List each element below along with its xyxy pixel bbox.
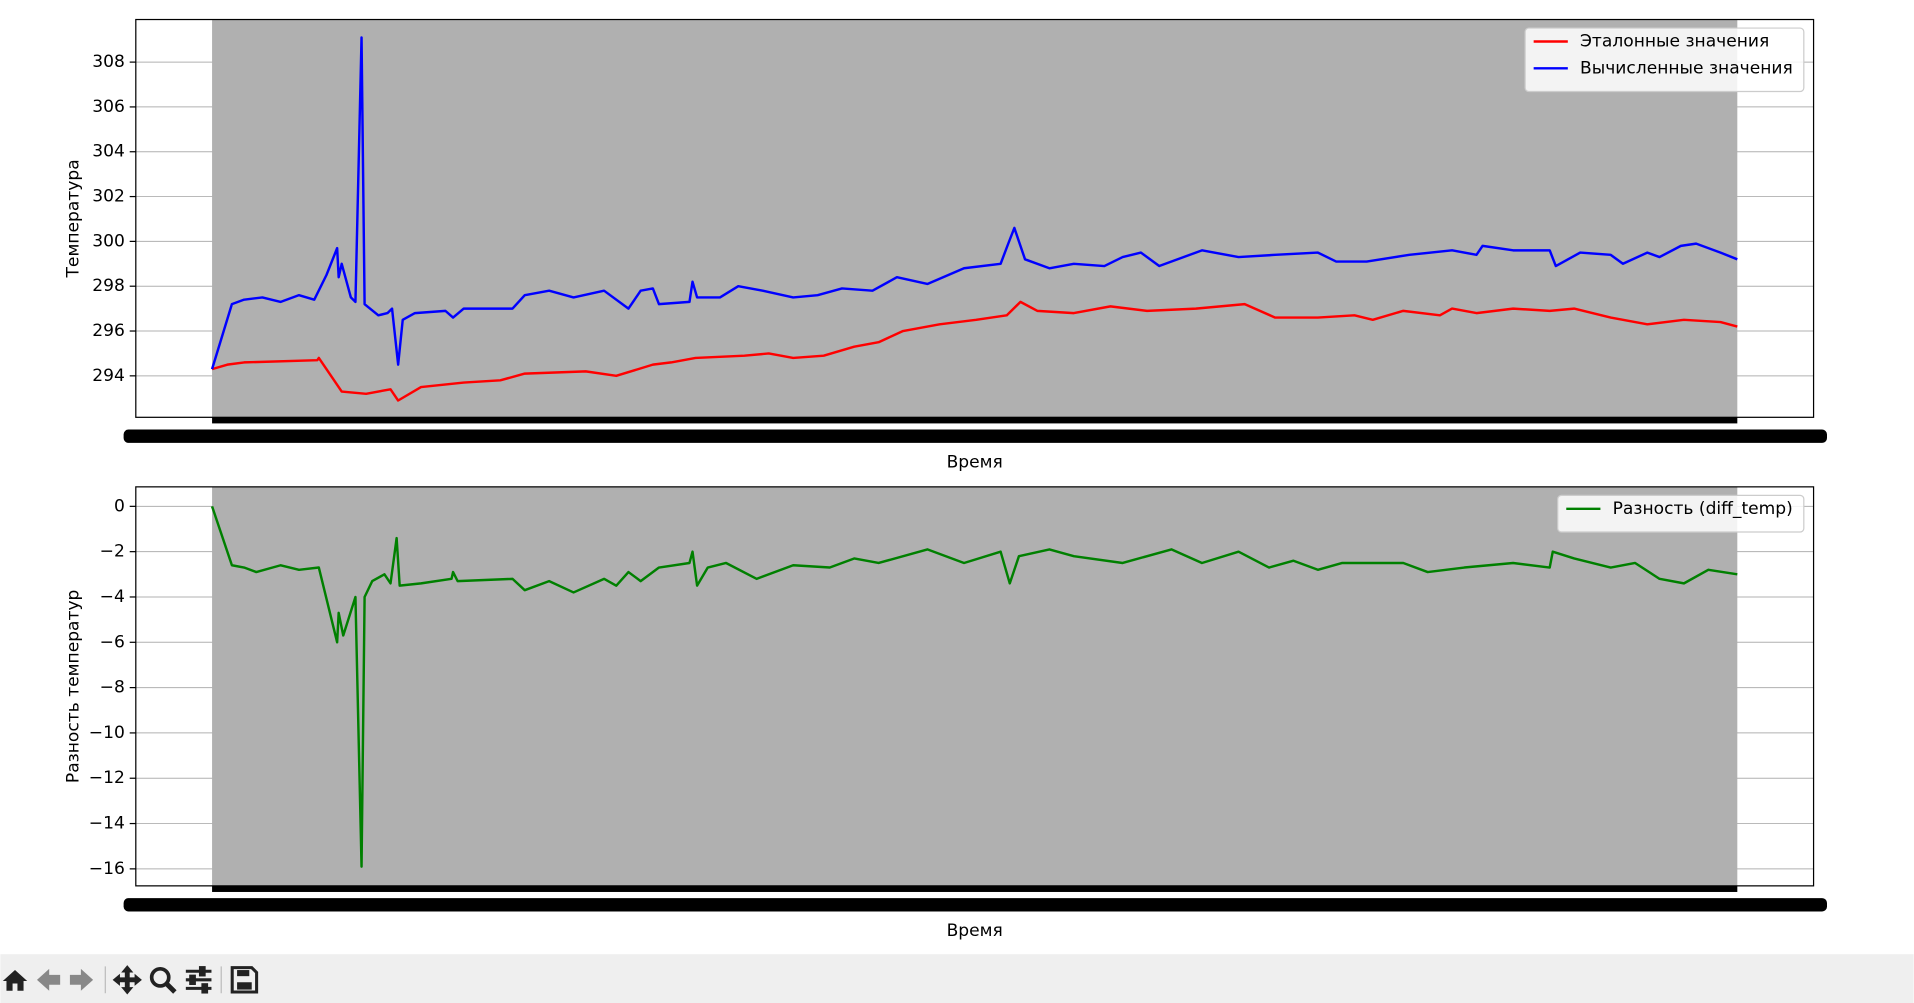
disk-shutter (237, 982, 252, 990)
back-button[interactable] (36, 968, 61, 991)
y-tick-label: 308 (92, 52, 125, 72)
disk-label (237, 970, 250, 977)
y-tick-label: −4 (100, 587, 125, 607)
toolbar (0, 954, 1914, 1003)
axes-frame (135, 486, 1815, 887)
y-tick-label: −6 (100, 632, 125, 652)
axes-frame (135, 18, 1815, 418)
disk-outline (230, 966, 259, 994)
legend: Разность (diff_temp) (1557, 494, 1805, 533)
y-axis-label: Температура (64, 159, 84, 278)
legend-label: Вычисленные значения (1580, 58, 1793, 78)
save-button[interactable] (230, 966, 259, 994)
y-tick-label: 300 (92, 231, 125, 251)
legend-frame (1524, 27, 1805, 93)
legend-label: Разность (diff_temp) (1613, 499, 1793, 519)
configure-button[interactable] (185, 966, 212, 994)
legend-frame (1557, 494, 1805, 533)
y-tick-label: 298 (92, 276, 125, 296)
y-tick-label: 0 (114, 496, 125, 516)
y-tick-label: −14 (89, 814, 125, 834)
zoom-button[interactable] (149, 967, 177, 994)
x-axis-label: Время (947, 921, 1003, 941)
pan-button[interactable] (112, 965, 142, 995)
legend: Эталонные значения Вычисленные значения (1524, 27, 1805, 93)
chart: −16 −14 −12 −10 −8 −6 −4 −2 0 Время Разность темпе… (64, 486, 1827, 941)
y-tick-label: −16 (89, 859, 125, 879)
overlapping-x-tick-labels (123, 429, 1827, 443)
x-axis-label: Время (947, 452, 1003, 472)
slider-knob (201, 983, 209, 994)
dense-x-grid (212, 19, 1738, 418)
zoom-lens (149, 967, 171, 988)
legend-label: Эталонные значения (1580, 31, 1769, 51)
zoom-handle (164, 981, 177, 994)
y-tick-label: −2 (100, 542, 125, 562)
y-tick-label: 306 (92, 97, 125, 117)
y-tick-label: −10 (89, 723, 125, 743)
data-line (210, 36, 1738, 370)
chart: 294 296 298 300 302 304 306 308 Время Температура… (64, 18, 1827, 472)
y-tick-label: 304 (92, 142, 125, 162)
overlapping-x-tick-labels (123, 898, 1827, 912)
y-tick-label: −12 (89, 768, 125, 788)
dense-x-ticks (212, 417, 1738, 424)
y-tick-label: −8 (100, 678, 125, 698)
y-tick-label: 302 (92, 187, 125, 207)
y-tick-label: 294 (92, 366, 125, 386)
dense-x-grid (212, 486, 1738, 886)
y-tick-label: 296 (92, 321, 125, 341)
toolbar-background (0, 954, 1914, 1003)
forward-button[interactable] (69, 968, 94, 991)
y-axis-label: Разность температур (64, 590, 84, 784)
home-button[interactable] (2, 970, 28, 991)
dense-x-ticks (212, 885, 1738, 892)
slider-knob (198, 966, 206, 977)
slider-knob (189, 974, 196, 986)
data-line (211, 300, 1738, 402)
data-line (210, 505, 1738, 868)
